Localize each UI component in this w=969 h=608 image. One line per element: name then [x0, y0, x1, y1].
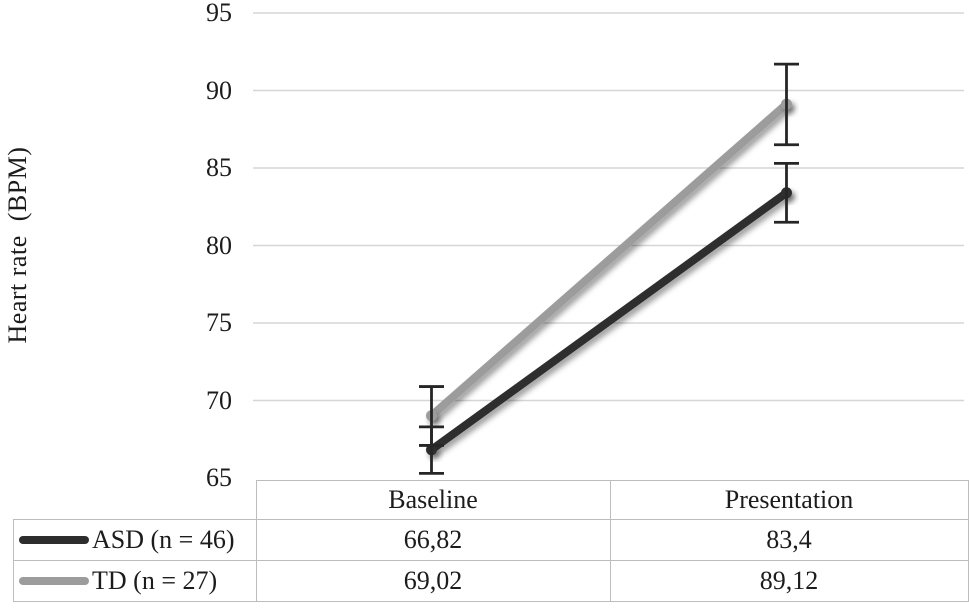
y-tick-label: 95 — [206, 0, 232, 27]
legend-cell-asd: ASD (n = 46) — [13, 519, 257, 561]
table-row-asd: ASD (n = 46) 66,82 83,4 — [13, 519, 969, 561]
legend-label-asd: ASD (n = 46) — [92, 525, 235, 554]
column-header-presentation: Presentation — [609, 480, 969, 520]
table-corner-cell — [14, 481, 257, 520]
series-line — [427, 188, 791, 454]
cell-asd-baseline: 66,82 — [255, 519, 611, 561]
y-tick-label: 90 — [206, 75, 232, 105]
cell-td-presentation: 89,12 — [609, 560, 969, 602]
legend-label-td: TD (n = 27) — [92, 566, 218, 595]
y-tick-label: 85 — [206, 153, 232, 182]
legend-cell-td: TD (n = 27) — [13, 560, 257, 602]
y-tick-label: 70 — [206, 385, 232, 415]
table-row-td: TD (n = 27) 69,02 89,12 — [13, 560, 969, 602]
y-tick-label: 65 — [206, 463, 232, 492]
y-tick-label: 80 — [206, 230, 232, 260]
y-tick-label: 75 — [206, 308, 232, 337]
data-table: Baseline Presentation ASD (n = 46) 66,82… — [13, 480, 969, 602]
table-header-row: Baseline Presentation — [14, 480, 969, 520]
cell-asd-presentation: 83,4 — [609, 519, 969, 561]
cell-td-baseline: 69,02 — [255, 560, 611, 602]
legend-swatch-td-icon — [19, 577, 89, 586]
series-line — [427, 100, 791, 420]
column-header-baseline: Baseline — [255, 480, 611, 520]
legend-swatch-asd-icon — [19, 536, 89, 545]
